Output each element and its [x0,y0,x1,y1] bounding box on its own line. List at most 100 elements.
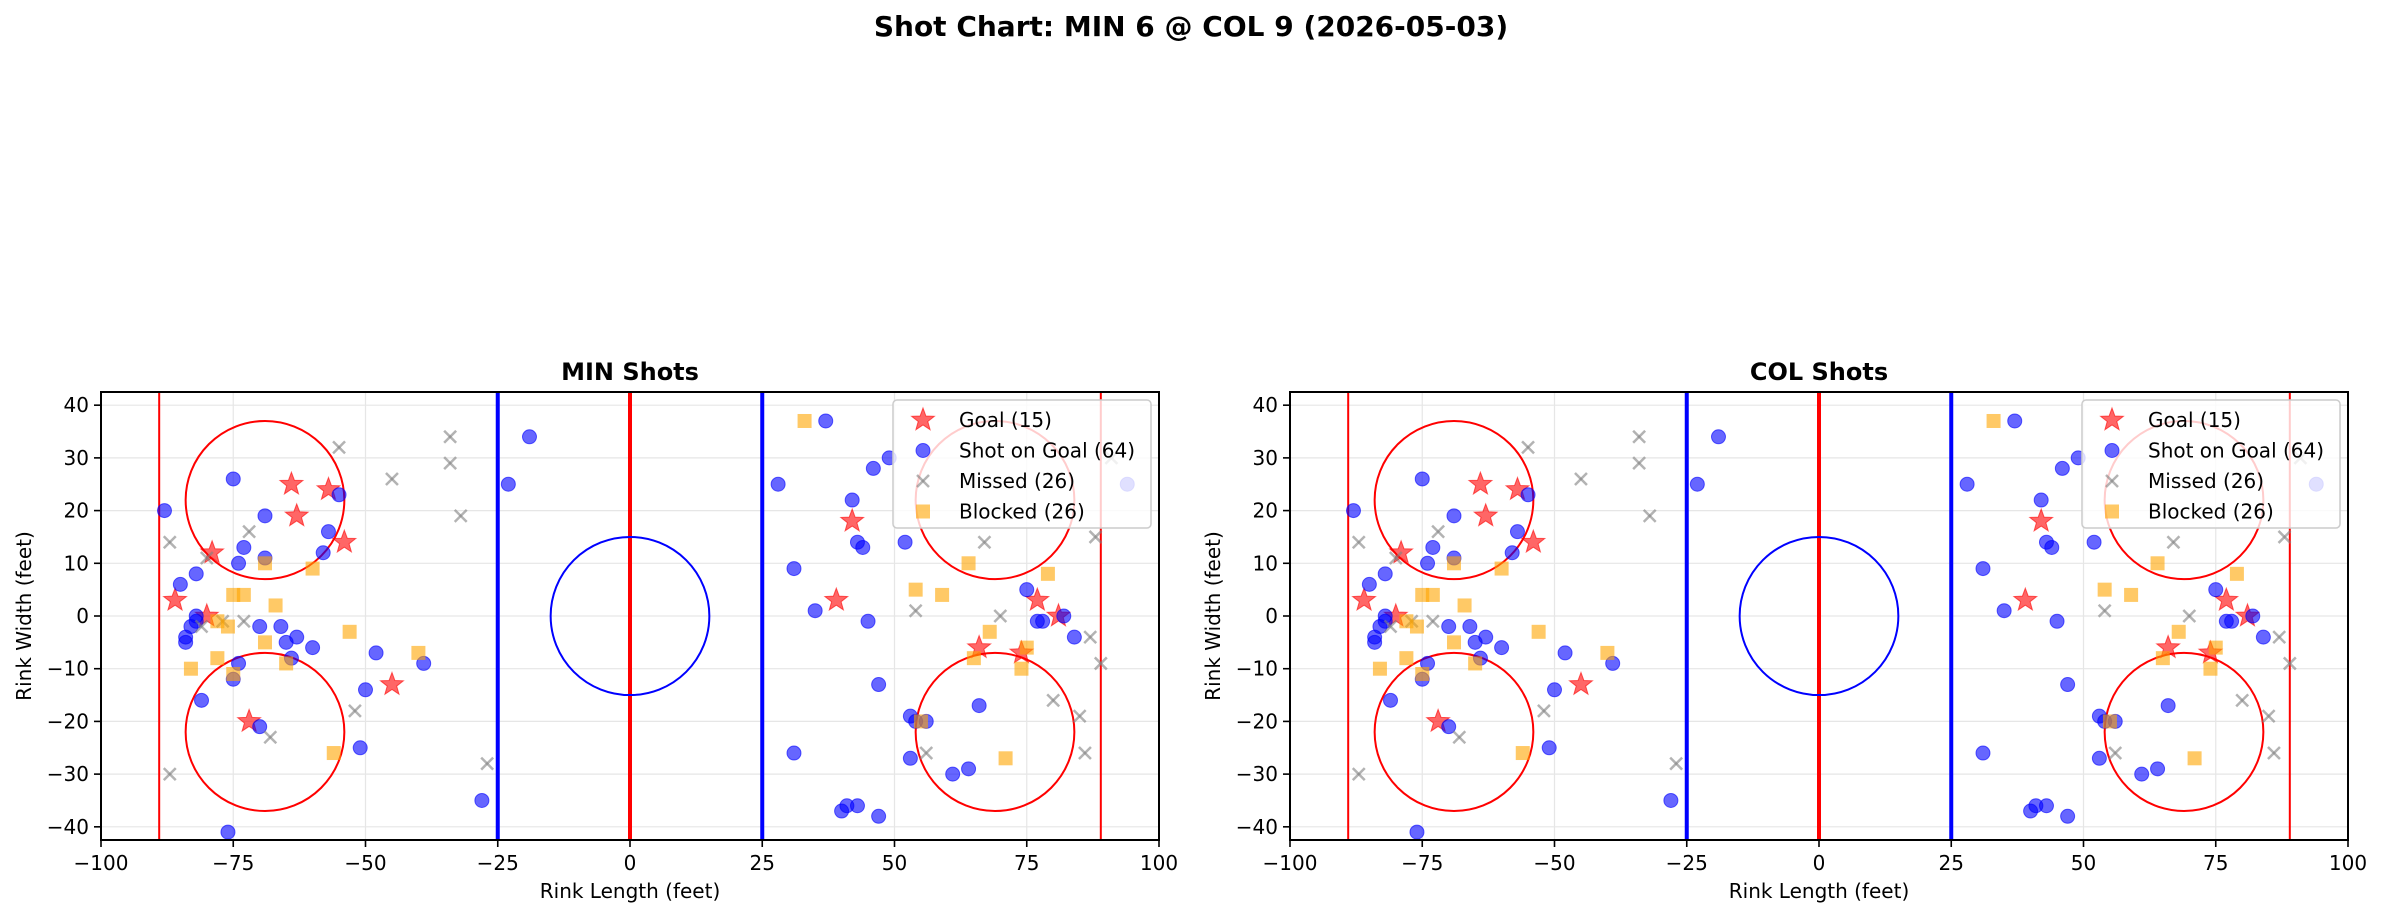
chart0-circle-point-8 [194,692,210,708]
chart0-x-point-23-stroke-b [1088,530,1103,544]
chart1-ytick-label-1: −30 [1236,762,1278,786]
chart0-star-point-4 [283,502,310,527]
chart1-x-point-18 [2182,609,2197,623]
chart0-ytick-label-3: −10 [47,657,89,681]
chart0-square-point-24 [1019,640,1034,655]
chart1-star-point-0 [1351,586,1377,612]
chart1-x-point-19 [2235,693,2250,708]
chart1-square-point-15 [1986,413,2001,428]
chart1-x-point-6 [1537,703,1551,718]
chart1-star-point-8 [1425,707,1451,733]
chart0-circle-point-0 [156,503,172,519]
chart0-square-point-25 [1040,566,1055,581]
chart1-x-point-21 [2267,746,2281,760]
chart0-square-point-11 [305,561,320,576]
chart1-x-point-7-stroke-b [1574,472,1588,486]
chart1-x-point-17-stroke-b [2166,535,2181,550]
chart1-legend-box [2081,399,2341,529]
chart0-x-point-19-stroke-b [1046,693,1061,708]
col-shots-panel: −100 −75 −50 −25 0 25 50 75 100−40−30−20−1001020… [1201,358,2367,903]
chart0-x-point-14-stroke-b [236,614,251,629]
chart0-x-point-22 [1083,630,1098,644]
chart0-square-point-12 [326,746,341,761]
chart1-circle-point-50 [2086,534,2102,550]
chart0-square-point-8 [257,635,272,650]
chart0-square-point-0 [183,661,198,676]
chart0-star-point-10 [823,586,850,612]
figure-title: Shot Chart: MIN 6 @ COL 9 (2026-05-03) [874,10,1508,43]
chart1-circle-point-34 [1959,476,1975,492]
chart0-legend-marker-3 [916,504,930,519]
chart1-x-point-9 [1632,456,1647,471]
chart1-x-point-5-stroke-b [1521,440,1535,455]
chart0-ytick-label-1: −30 [47,762,89,786]
chart0-square-point-16 [908,582,923,597]
chart1-square-point-0 [1372,661,1387,676]
chart1-legend-marker-3 [2105,504,2119,519]
chart1-square-point-12 [1515,746,1530,761]
chart1-square-point-19 [2150,556,2165,571]
chart0-x-point-3-stroke-b [242,524,257,539]
chart0-legend-label-2: Missed (26) [959,469,1075,493]
chart0-circle-point-43 [849,798,865,814]
chart1-x-point-15-stroke-b [2097,603,2112,618]
chart0-xtick-label-4: 0 [624,851,637,875]
chart1-x-point-9-stroke-b [1632,456,1647,471]
chart1-x-point-8-stroke-b [1632,429,1647,444]
chart1-circle-point-52 [2091,750,2107,766]
chart1-square-point-10 [1468,656,1483,671]
chart0-title: MIN Shots [561,358,699,386]
chart1-x-point-8 [1632,429,1647,444]
chart0-x-point-8-stroke-b [443,429,458,444]
chart1-circle-point-62 [2255,629,2271,645]
chart0-x-point-16-stroke-b [919,746,934,760]
chart1-xtick-label-1: −75 [1401,851,1443,875]
chart0-x-point-9 [443,456,458,471]
chart0-x-point-18 [993,609,1008,623]
chart0-circle-point-34 [770,476,786,492]
chart0-x-point-10 [453,508,468,523]
chart1-ytick-label-2: −20 [1236,709,1278,733]
chart1-x-point-10-stroke-b [1642,508,1657,523]
chart1-x-point-10 [1642,508,1657,523]
chart0-square-point-13 [342,624,357,639]
chart0-x-point-21-stroke-b [1078,746,1092,760]
chart0-circle-point-1 [172,576,188,592]
chart0-faceoff-circle-1 [184,651,346,813]
chart0-x-point-11-stroke-b [480,756,495,771]
chart1-title: COL Shots [1750,358,1888,386]
chart0-rink-markings [158,392,1102,840]
chart0-circle-point-44 [855,539,871,555]
chart1-x-point-22 [2272,630,2287,644]
chart1-circle-point-18 [1462,619,1478,635]
chart1-center-circle [1738,535,1900,697]
chart1-x-point-24-stroke-b [2282,656,2297,671]
chart0-x-point-4 [263,730,278,745]
chart1-ytick-label-5: 10 [1253,551,1278,575]
chart1-star-point-6 [1520,528,1547,554]
chart1-square-point-17 [2102,714,2117,729]
chart1-star-point-9 [2028,507,2054,532]
chart1-x-point-11 [1669,756,1684,771]
chart0-x-point-9-stroke-b [443,456,458,471]
chart0-ytick-label-6: 20 [64,499,89,523]
chart0-circle-point-57 [971,698,987,714]
chart1-x-point-2-stroke-b [1388,551,1403,565]
chart1-circle-point-8 [1383,692,1399,708]
chart0-circle-point-30 [474,792,490,808]
chart1-legend-marker-2 [2105,474,2119,488]
chart0-ylabel: Rink Width (feet) [12,531,36,701]
chart0-square-point-21 [982,624,997,639]
chart0-square-point-10 [279,656,294,671]
chart1-x-point-6-stroke-b [1537,703,1551,718]
chart0-circle-point-9 [225,471,241,487]
chart0-circle-point-56 [961,761,977,777]
chart1-x-point-7 [1574,472,1588,486]
chart0-x-point-20 [1072,709,1087,724]
chart1-circle-point-58 [2208,582,2224,598]
chart0-x-point-18-stroke-b [993,609,1008,623]
chart1-star-point-7 [1568,671,1594,696]
chart1-square-point-9 [1457,598,1472,613]
chart0-x-point-5-stroke-b [332,440,346,455]
chart0-square-point-22 [998,751,1013,766]
